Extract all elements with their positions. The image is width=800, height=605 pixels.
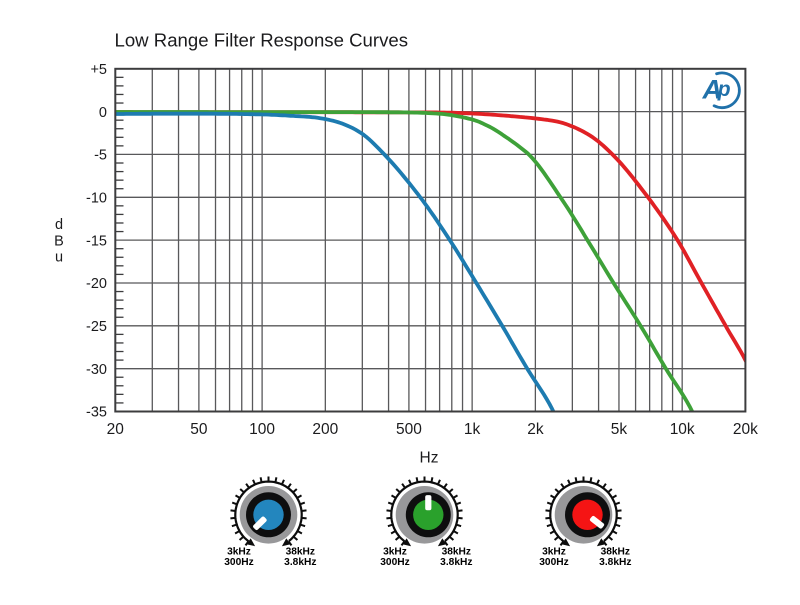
svg-text:300Hz: 300Hz xyxy=(380,557,409,568)
svg-text:2k: 2k xyxy=(527,421,544,438)
svg-text:100: 100 xyxy=(249,421,275,438)
svg-text:3kHz: 3kHz xyxy=(227,547,251,558)
svg-text:200: 200 xyxy=(312,421,338,438)
svg-text:38kHz: 38kHz xyxy=(286,547,315,558)
svg-text:-25: -25 xyxy=(86,319,107,335)
svg-text:1k: 1k xyxy=(464,421,481,438)
svg-text:-20: -20 xyxy=(86,276,107,292)
svg-text:-15: -15 xyxy=(86,233,107,249)
svg-text:3kHz: 3kHz xyxy=(542,547,566,558)
svg-text:20k: 20k xyxy=(733,421,758,438)
svg-text:3.8kHz: 3.8kHz xyxy=(440,557,472,568)
svg-text:300Hz: 300Hz xyxy=(224,557,253,568)
svg-text:B: B xyxy=(54,234,64,250)
svg-text:5k: 5k xyxy=(611,421,628,438)
svg-text:-10: -10 xyxy=(86,191,107,207)
svg-text:50: 50 xyxy=(190,421,208,438)
svg-text:u: u xyxy=(55,250,63,266)
svg-text:Low Range Filter Response Curv: Low Range Filter Response Curves xyxy=(115,29,409,50)
svg-text:3kHz: 3kHz xyxy=(383,547,407,558)
svg-text:300Hz: 300Hz xyxy=(539,557,568,568)
svg-text:3.8kHz: 3.8kHz xyxy=(599,557,631,568)
svg-text:-30: -30 xyxy=(86,362,107,378)
svg-text:d: d xyxy=(55,217,63,233)
svg-text:0: 0 xyxy=(99,105,107,121)
svg-text:38kHz: 38kHz xyxy=(442,547,471,558)
svg-text:-5: -5 xyxy=(94,148,107,164)
svg-text:-35: -35 xyxy=(86,405,107,421)
svg-text:A: A xyxy=(702,74,723,104)
svg-text:Hz: Hz xyxy=(420,450,439,467)
svg-text:38kHz: 38kHz xyxy=(601,547,630,558)
svg-text:10k: 10k xyxy=(670,421,695,438)
svg-text:500: 500 xyxy=(396,421,422,438)
svg-text:p: p xyxy=(717,78,731,101)
svg-text:20: 20 xyxy=(107,421,125,438)
svg-text:+5: +5 xyxy=(90,62,107,78)
svg-text:3.8kHz: 3.8kHz xyxy=(284,557,316,568)
